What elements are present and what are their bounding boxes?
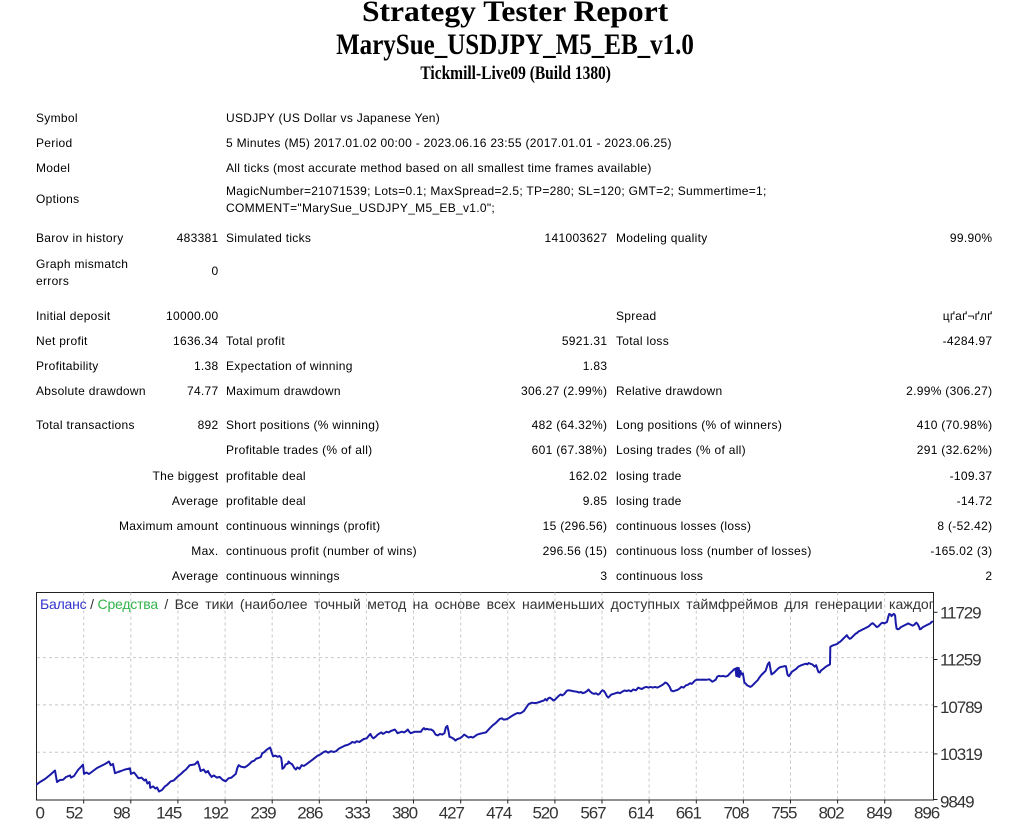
svg-text:661: 661	[676, 804, 702, 823]
svg-text:10789: 10789	[940, 698, 982, 717]
svg-text:520: 520	[532, 804, 558, 823]
svg-text:427: 427	[439, 804, 465, 823]
svg-text:52: 52	[66, 804, 83, 823]
svg-text:614: 614	[628, 804, 654, 823]
svg-text:380: 380	[392, 804, 418, 823]
svg-text:567: 567	[580, 804, 606, 823]
svg-text:708: 708	[723, 804, 749, 823]
svg-text:239: 239	[250, 804, 276, 823]
svg-text:0: 0	[36, 804, 45, 823]
svg-text:286: 286	[297, 804, 323, 823]
svg-text:802: 802	[818, 804, 844, 823]
svg-text:Баланс / Средства / Все тики (: Баланс / Средства / Все тики (наиболее т…	[40, 596, 942, 612]
svg-text:849: 849	[866, 804, 892, 823]
svg-text:10319: 10319	[940, 745, 982, 764]
svg-text:98: 98	[113, 804, 130, 823]
svg-text:11729: 11729	[940, 604, 981, 623]
svg-text:333: 333	[345, 804, 371, 823]
svg-text:9849: 9849	[940, 792, 974, 811]
svg-text:474: 474	[486, 804, 512, 823]
svg-text:11259: 11259	[940, 651, 981, 670]
svg-text:192: 192	[203, 804, 229, 823]
svg-text:755: 755	[771, 804, 797, 823]
svg-text:145: 145	[156, 804, 182, 823]
svg-text:896: 896	[914, 804, 940, 823]
